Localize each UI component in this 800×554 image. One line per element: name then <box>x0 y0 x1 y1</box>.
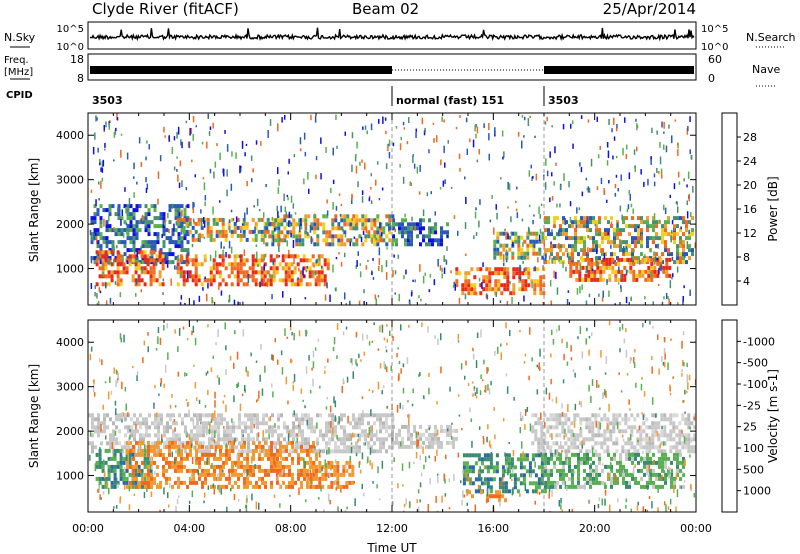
xtick-label: 12:00 <box>376 522 408 535</box>
xtick-label: 16:00 <box>477 522 509 535</box>
ytick-label: 1000 <box>56 263 84 276</box>
date-title: 25/Apr/2014 <box>603 0 696 18</box>
nave-label: Nave <box>752 63 780 76</box>
ytick-label: 4000 <box>56 336 84 349</box>
xtick-label: 00:00 <box>680 522 712 535</box>
cpid-label: CPID <box>6 90 33 101</box>
nsearch-label: N.Search <box>746 31 796 44</box>
nsky-panel-frame <box>87 21 697 50</box>
freq-band-1 <box>90 66 392 74</box>
freq-unit-label: [MHz] <box>4 67 33 78</box>
colorbar-tick-label: 4 <box>743 275 750 288</box>
ytick-label: 2000 <box>56 218 84 231</box>
nsky-right-tick-bottom: 10^0 <box>701 42 728 53</box>
nsky-trace <box>89 27 695 42</box>
freq-trace <box>90 66 694 74</box>
power-panel: 1000 2000 3000 4000 <box>56 112 697 306</box>
echo-cells <box>88 320 696 512</box>
station-title: Clyde River (fitACF) <box>92 0 239 18</box>
beam-title: Beam 02 <box>352 0 419 18</box>
colorbar-tick-label: 28 <box>743 131 757 144</box>
nave-right-tick-top: 60 <box>708 53 722 66</box>
x-axis-label: Time UT <box>366 541 417 554</box>
echo-cells <box>89 113 696 305</box>
cpid-segment-label: normal (fast) 151 <box>396 94 504 107</box>
nsky-left-tick-bottom: 10^0 <box>57 42 84 53</box>
xtick-label: 04:00 <box>173 522 205 535</box>
velocity-ylabel: Slant Range [km] <box>27 364 41 468</box>
colorbar-label: Velocity [m s-1] <box>766 369 780 463</box>
nsky-label: N.Sky <box>4 31 36 44</box>
nsky-left-tick-top: 10^5 <box>57 24 84 35</box>
velocity-colorbar: 1000 500 100 25 -25 -100 -500 -1000 Velocity [m … <box>721 319 780 513</box>
colorbar-tick-label: 12 <box>743 227 757 240</box>
colorbar-tick-label: 8 <box>743 251 750 264</box>
colorbar-frame <box>721 319 738 513</box>
xtick-label: 00:00 <box>72 522 104 535</box>
freq-left-tick-bottom: 8 <box>77 72 84 85</box>
colorbar-tick-label: 20 <box>743 179 757 192</box>
colorbar-tick-label: 16 <box>743 203 757 216</box>
colorbar-tick-label: 25 <box>743 421 757 434</box>
colorbar-tick-label: -500 <box>743 357 768 370</box>
nave-right-tick-bottom: 0 <box>708 72 715 85</box>
freq-panel-frame <box>87 53 697 81</box>
ytick-label: 3000 <box>56 381 84 394</box>
velocity-panel: 1000 2000 3000 4000 00:00 04:00 08:00 12:00 16:0… <box>56 319 712 535</box>
colorbar-label: Power [dB] <box>766 176 780 241</box>
xtick-label: 08:00 <box>275 522 307 535</box>
cpid-segment-label: 3503 <box>92 94 123 107</box>
ytick-label: 2000 <box>56 425 84 438</box>
colorbar-tick-label: 1000 <box>743 485 771 498</box>
cpid-segment-label: 3503 <box>548 94 579 107</box>
colorbar-tick-label: 100 <box>743 442 764 455</box>
colorbar-tick-label: -1000 <box>743 335 775 348</box>
cpid-row: 3503 normal (fast) 151 3503 <box>92 86 579 107</box>
power-ylabel: Slant Range [km] <box>27 158 41 262</box>
freq-label: Freq. <box>4 55 29 66</box>
ytick-label: 3000 <box>56 174 84 187</box>
xtick-label: 20:00 <box>579 522 611 535</box>
freq-left-tick-top: 18 <box>70 53 84 66</box>
colorbar-tick-label: 500 <box>743 463 764 476</box>
nsky-line <box>89 27 695 42</box>
ytick-label: 1000 <box>56 470 84 483</box>
colorbar-tick-label: 24 <box>743 155 757 168</box>
power-colorbar: 4 8 12 16 20 24 28 Power [dB] <box>721 112 780 306</box>
nsky-right-tick-top: 10^5 <box>701 24 728 35</box>
colorbar-tick-label: -100 <box>743 378 768 391</box>
colorbar-frame <box>721 112 738 306</box>
freq-band-2 <box>544 66 694 74</box>
colorbar-tick-label: -25 <box>743 399 761 412</box>
ytick-label: 4000 <box>56 129 84 142</box>
